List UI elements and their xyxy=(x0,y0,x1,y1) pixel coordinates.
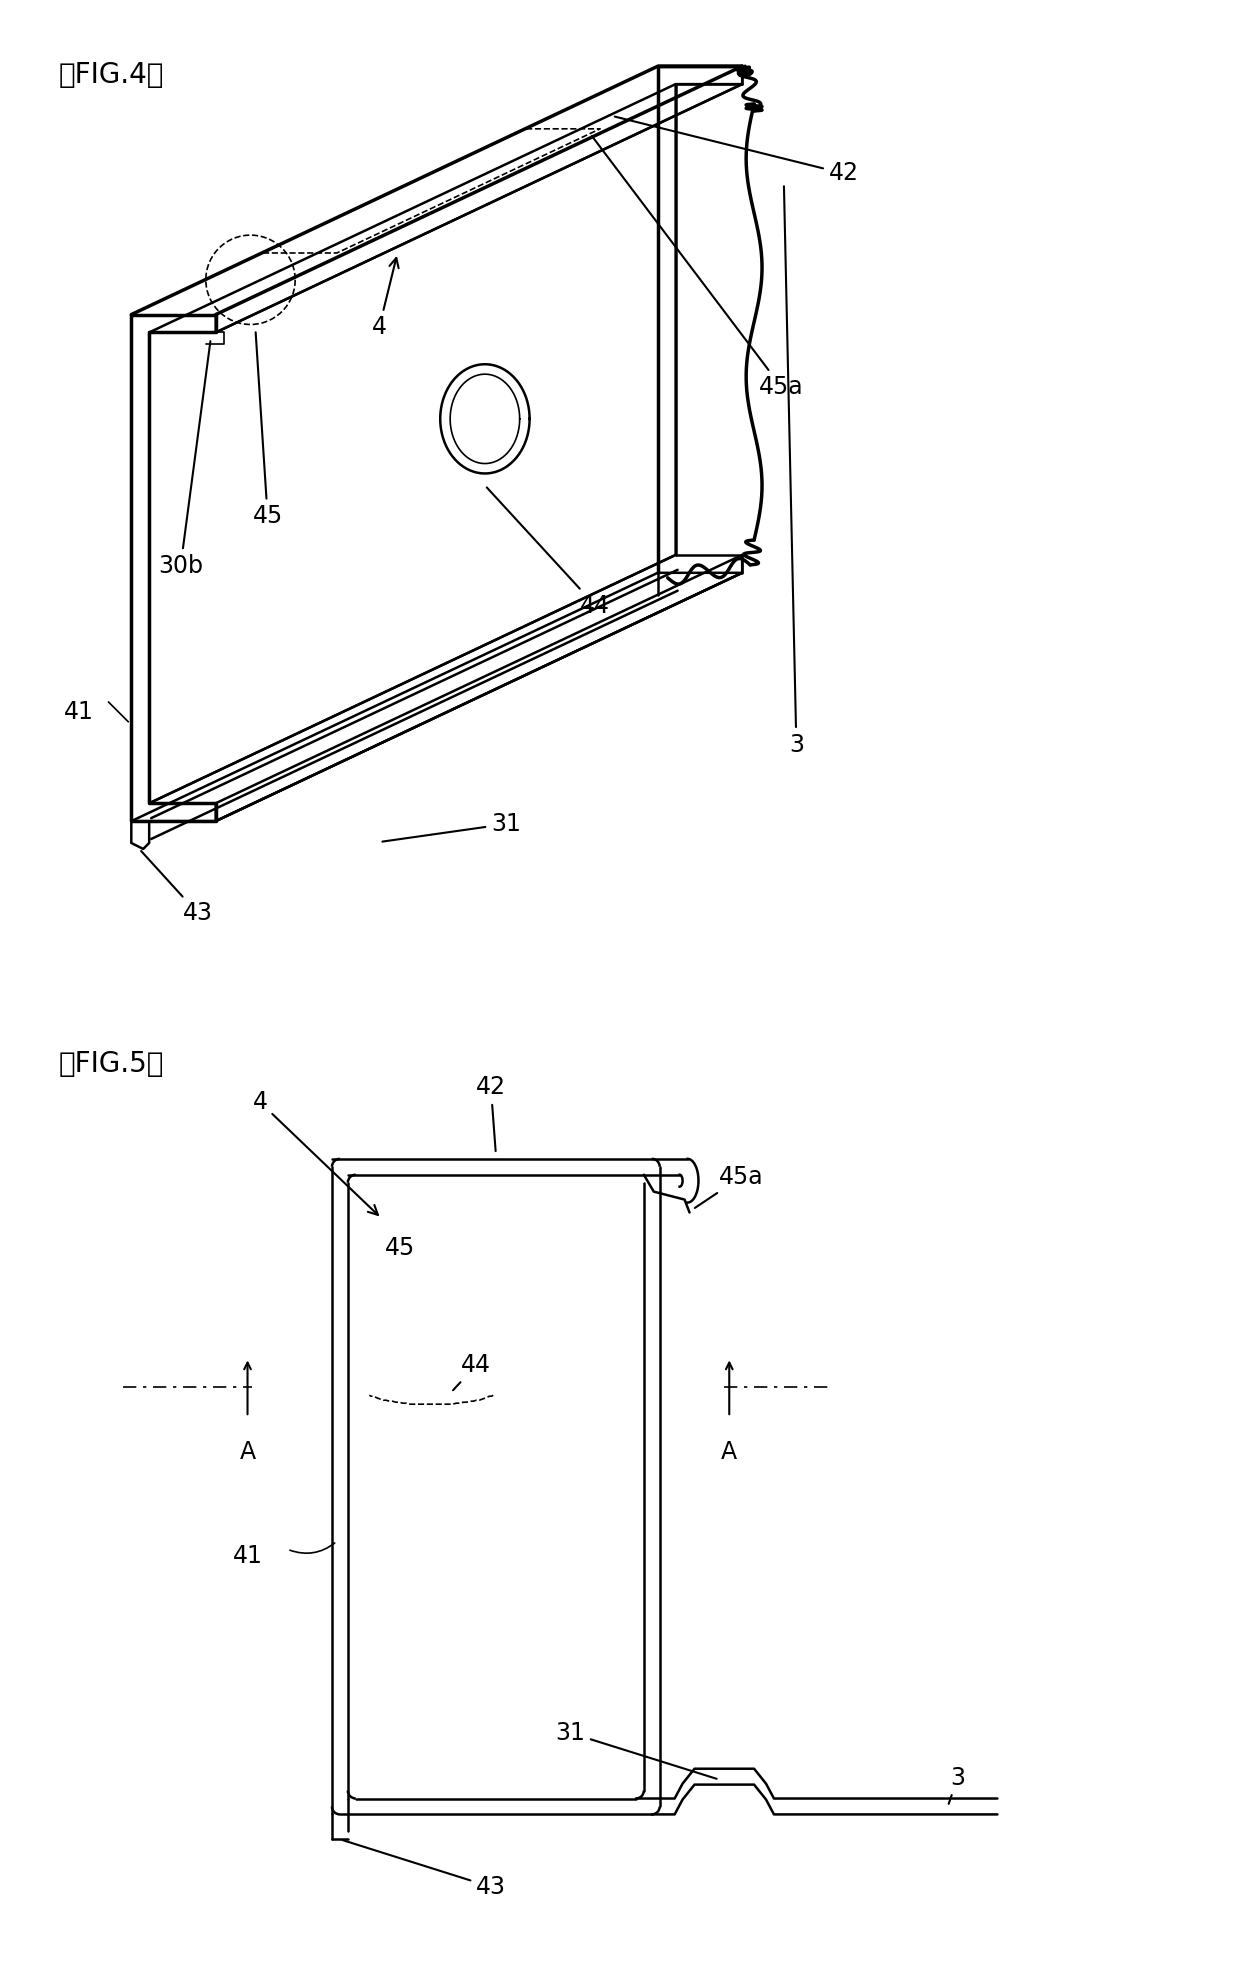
Text: A: A xyxy=(722,1439,738,1463)
Text: 【FIG.5】: 【FIG.5】 xyxy=(58,1050,164,1077)
Text: 45a: 45a xyxy=(694,1164,764,1208)
Text: 43: 43 xyxy=(342,1841,506,1898)
Text: 3: 3 xyxy=(949,1765,965,1803)
Text: 44: 44 xyxy=(453,1354,491,1390)
Text: 45a: 45a xyxy=(591,136,804,399)
Text: A: A xyxy=(239,1439,255,1463)
Text: 45: 45 xyxy=(384,1236,415,1259)
Text: 30b: 30b xyxy=(159,342,211,577)
Text: 42: 42 xyxy=(476,1075,506,1151)
Text: 42: 42 xyxy=(615,117,858,186)
Text: 4: 4 xyxy=(372,257,398,340)
Text: 43: 43 xyxy=(141,850,213,925)
Text: 44: 44 xyxy=(487,488,610,617)
Text: 41: 41 xyxy=(63,700,93,724)
Text: 31: 31 xyxy=(556,1720,717,1779)
Text: 45: 45 xyxy=(253,332,283,528)
Text: 【FIG.4】: 【FIG.4】 xyxy=(58,61,164,89)
Text: 4: 4 xyxy=(253,1089,378,1216)
Text: 3: 3 xyxy=(784,186,804,757)
Text: 41: 41 xyxy=(233,1544,263,1568)
Text: 31: 31 xyxy=(382,813,521,842)
